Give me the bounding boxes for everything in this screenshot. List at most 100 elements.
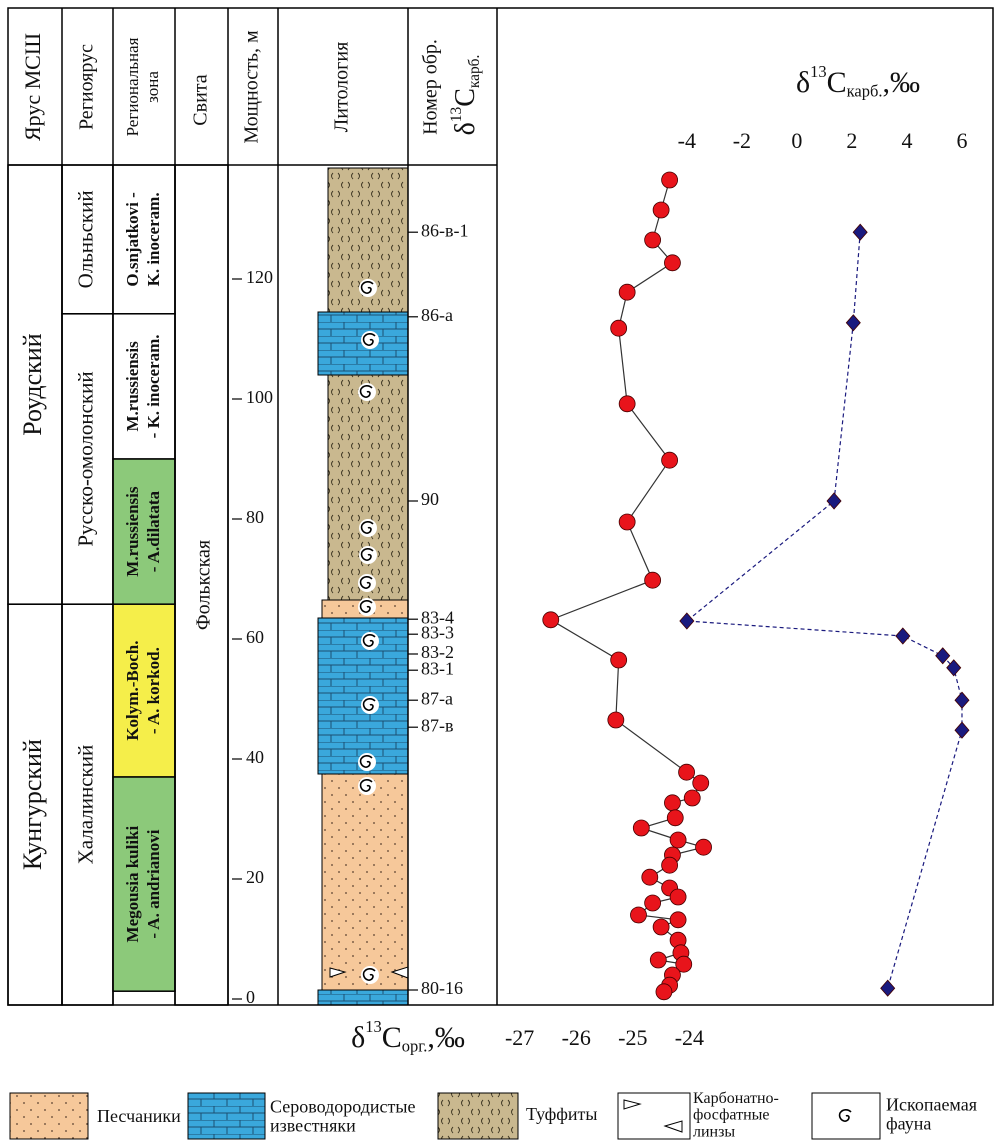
sample-label: 83-3: [421, 622, 454, 642]
fauna-icon: [361, 632, 379, 650]
data-point: [543, 612, 559, 628]
sample-label: 80-16: [421, 978, 463, 998]
fauna-icon: [358, 574, 376, 592]
data-point: [650, 952, 666, 968]
zone-name: M.russiensis: [123, 341, 142, 432]
data-point: [846, 315, 860, 331]
fauna-icon: [837, 1107, 855, 1125]
legend-label: Карбонатно-: [693, 1090, 779, 1107]
fauna-icon: [359, 279, 377, 297]
data-point: [693, 775, 709, 791]
regional-stage-name: Халалинский: [73, 745, 97, 865]
regional-stage-name: Ольньский: [73, 190, 97, 288]
stage-name: Роудский: [18, 333, 47, 435]
zone-name: O.snjatkovi -: [123, 192, 142, 287]
stage-name: Кунгурский: [18, 739, 47, 870]
fauna-icon: [358, 753, 376, 771]
fauna-icon: [361, 696, 379, 714]
data-point: [664, 795, 680, 811]
data-point: [662, 857, 678, 873]
data-point: [642, 869, 658, 885]
y-tick-label: 40: [246, 747, 264, 767]
superscript: 13: [365, 1017, 382, 1036]
data-point: [696, 839, 712, 855]
symbol: δ: [796, 66, 810, 99]
legend-label: Ископаемая: [886, 1095, 977, 1115]
letter: C: [827, 66, 847, 99]
lithology-layer: [322, 774, 408, 990]
header-regional-stage: Региоярус: [76, 44, 98, 130]
y-tick-label: 120: [246, 267, 273, 287]
subscript: карб.: [466, 55, 483, 88]
y-tick-label: 80: [246, 507, 264, 527]
zone-name: - K. inoceram.: [144, 334, 163, 438]
symbol: δ: [450, 122, 481, 135]
data-point: [670, 889, 686, 905]
x2-tick-label: 2: [846, 128, 857, 153]
x-tick-label: -25: [618, 1025, 647, 1050]
data-point: [955, 692, 969, 708]
zone-name: - A. korkod.: [144, 647, 163, 734]
fauna-icon: [359, 546, 377, 564]
data-point: [645, 232, 661, 248]
x-axis-label: δ13Cорг.,‰: [351, 1017, 465, 1056]
data-point: [827, 493, 841, 509]
symbol: δ: [351, 1021, 365, 1054]
legend-label: фауна: [886, 1114, 931, 1134]
legend-swatch: [618, 1093, 690, 1139]
fauna-icon: [358, 777, 376, 795]
x2-tick-label: 6: [956, 128, 967, 153]
unit: ,‰: [427, 1021, 465, 1054]
data-point: [684, 790, 700, 806]
legend-label: фосфатные: [693, 1107, 770, 1124]
data-point: [619, 284, 635, 300]
data-point: [670, 832, 686, 848]
data-point: [645, 895, 661, 911]
data-point: [633, 820, 649, 836]
y-tick-label: 100: [246, 387, 273, 407]
data-point: [955, 722, 969, 738]
legend-swatch: [188, 1093, 265, 1139]
subscript: карб.: [847, 81, 883, 100]
data-point: [853, 224, 867, 240]
figure: Ярус МСШРегиоярусРегиональнаязонаСвитаМо…: [0, 0, 995, 1148]
data-point: [619, 396, 635, 412]
fauna-icon: [361, 331, 379, 349]
data-point: [653, 202, 669, 218]
legend-swatch: [10, 1093, 88, 1139]
data-point: [619, 514, 635, 530]
legend-label: линзы: [693, 1123, 735, 1140]
fauna-icon: [358, 598, 376, 616]
fauna-icon: [359, 519, 377, 537]
header-zone: Региональная: [123, 37, 142, 136]
header-thickness: Мощность, м: [241, 30, 263, 144]
data-point: [667, 810, 683, 826]
data-point: [611, 652, 627, 668]
header-stage: Ярус МСШ: [20, 33, 45, 141]
subscript: орг.: [402, 1036, 428, 1055]
x2-tick-label: 4: [901, 128, 912, 153]
x-tick-label: -27: [505, 1025, 534, 1050]
data-point: [611, 320, 627, 336]
x-tick-label: -24: [675, 1025, 704, 1050]
y-tick-label: 20: [246, 867, 264, 887]
zone-name: M.russiensis: [123, 486, 142, 577]
data-point: [680, 613, 694, 629]
zone-name: - A. andrianovi: [144, 829, 163, 938]
data-point: [662, 452, 678, 468]
sample-label: 87-в: [421, 715, 454, 735]
regional-stage-name: Русско-омолонский: [73, 371, 97, 546]
superscript: 13: [447, 106, 464, 122]
lithology-layer: [328, 375, 408, 600]
header-sample-isotope: δ13Cкарб.: [447, 55, 482, 136]
letter: C: [382, 1021, 402, 1054]
zone-name: Megousia kuliki: [123, 825, 142, 942]
lithology-layer: [318, 990, 408, 1005]
sample-label: 86-а: [421, 305, 453, 325]
data-point: [608, 712, 624, 728]
data-point: [664, 255, 680, 271]
y-tick-label: 60: [246, 627, 264, 647]
unit: ,‰: [883, 66, 921, 99]
